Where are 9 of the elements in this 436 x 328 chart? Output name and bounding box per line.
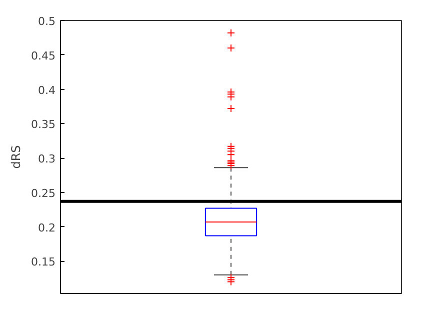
y-tick-label: 0.2 [38, 221, 56, 234]
y-tick-label: 0.25 [31, 186, 56, 200]
y-tick-label: 0.15 [31, 256, 56, 269]
y-tick-label: 0.3 [38, 152, 56, 166]
y-axis-title: dRS [9, 145, 24, 169]
y-tick-label: 0.45 [31, 49, 56, 62]
y-tick-label: 0.5 [38, 15, 56, 28]
y-tick-label: 0.35 [31, 118, 56, 132]
y-tick-label: 0.4 [38, 84, 56, 97]
